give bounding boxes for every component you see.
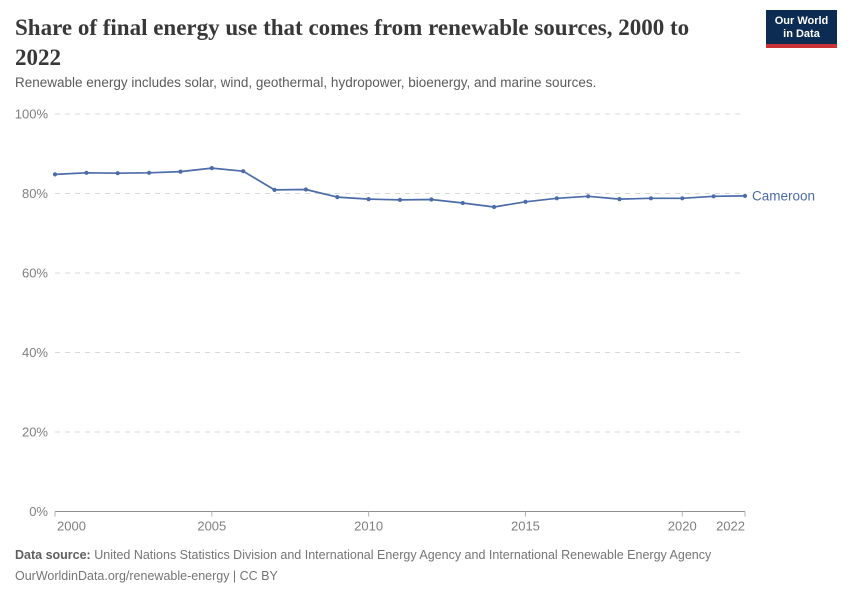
y-tick-label: 80% (22, 186, 48, 201)
data-point (742, 193, 748, 198)
data-point (178, 169, 183, 174)
owid-logo-line1: Our World (774, 15, 829, 27)
data-point (115, 171, 120, 176)
series-entity-label: Cameroon (752, 188, 815, 203)
y-tick-label: 0% (29, 504, 48, 519)
data-point (492, 204, 497, 210)
x-tick-label: 2015 (511, 519, 540, 534)
data-point (711, 194, 716, 199)
data-point (648, 196, 654, 201)
chart-subtitle: Renewable energy includes solar, wind, g… (15, 75, 597, 90)
chart-footer: Data source: United Nations Statistics D… (15, 545, 711, 587)
x-tick-label: 2022 (716, 519, 745, 534)
y-tick-label: 40% (22, 345, 48, 360)
x-tick-label: 2020 (668, 519, 697, 534)
data-point (680, 196, 685, 201)
data-point (617, 197, 622, 202)
data-point (335, 195, 340, 200)
data-point (523, 199, 528, 204)
data-point (147, 170, 152, 175)
owid-logo-line2: in Data (783, 28, 820, 40)
data-point (241, 169, 246, 174)
data-point (52, 172, 58, 177)
x-tick-label: 2010 (354, 519, 383, 534)
data-point (460, 200, 465, 206)
data-point (272, 187, 277, 192)
data-point (84, 170, 89, 175)
data-point (303, 187, 308, 192)
y-tick-label: 100% (15, 107, 49, 122)
data-source-label: Data source: (15, 548, 91, 562)
data-source-text: United Nations Statistics Division and I… (94, 548, 712, 562)
x-tick-label: 2005 (197, 519, 226, 534)
data-point (209, 166, 214, 171)
data-point (554, 196, 559, 201)
data-point (366, 197, 371, 202)
data-point (586, 194, 591, 199)
data-point (429, 197, 434, 202)
y-tick-label: 20% (22, 425, 48, 440)
data-source-line: Data source: United Nations Statistics D… (15, 545, 711, 566)
data-point (397, 197, 403, 202)
owid-logo: Our World in Data (766, 10, 837, 48)
license-link-line[interactable]: OurWorldinData.org/renewable-energy | CC… (15, 569, 278, 583)
x-tick-label: 2000 (57, 519, 86, 534)
chart-title: Share of final energy use that comes fro… (15, 15, 690, 70)
y-tick-label: 60% (22, 266, 48, 281)
